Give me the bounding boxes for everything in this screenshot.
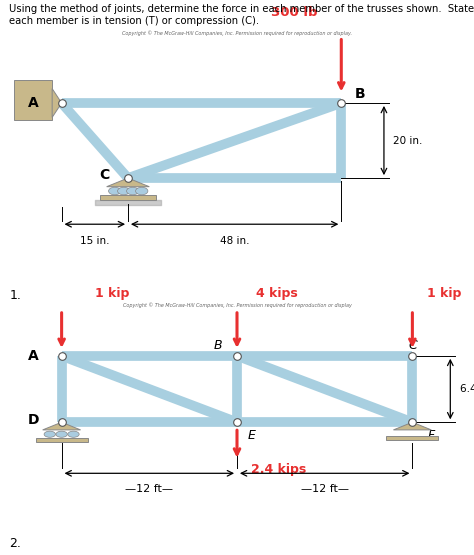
Circle shape — [44, 431, 55, 437]
Circle shape — [127, 187, 139, 195]
Text: B: B — [355, 87, 365, 102]
Text: A: A — [28, 96, 38, 110]
Polygon shape — [43, 422, 81, 430]
Text: A: A — [28, 349, 38, 363]
Text: Using the method of joints, determine the force in each member of the trusses sh: Using the method of joints, determine th… — [9, 4, 474, 14]
Polygon shape — [14, 80, 52, 120]
Circle shape — [68, 431, 79, 437]
Circle shape — [136, 187, 148, 195]
Text: 20 in.: 20 in. — [393, 135, 423, 145]
Polygon shape — [36, 438, 88, 442]
Text: —12 ft—: —12 ft— — [301, 483, 349, 493]
Polygon shape — [393, 422, 431, 430]
Text: Copyright © The McGraw-Hill Companies, Inc. Permission required for reproduction: Copyright © The McGraw-Hill Companies, I… — [123, 302, 351, 308]
Text: 1 kip: 1 kip — [427, 287, 461, 300]
Polygon shape — [52, 89, 62, 118]
Text: 1 kip: 1 kip — [95, 287, 129, 300]
Text: E: E — [247, 428, 255, 442]
Text: F: F — [428, 428, 435, 442]
Text: 2.: 2. — [9, 537, 21, 550]
Text: 2.4 kips: 2.4 kips — [251, 463, 307, 476]
Text: B: B — [214, 339, 222, 352]
Text: 1.: 1. — [9, 289, 21, 302]
Text: —12 ft—: —12 ft— — [125, 483, 173, 493]
Text: 6.4 ft: 6.4 ft — [460, 384, 474, 394]
Text: 15 in.: 15 in. — [80, 236, 109, 246]
Text: D: D — [27, 413, 39, 427]
Circle shape — [109, 187, 121, 195]
Polygon shape — [100, 195, 156, 200]
Circle shape — [56, 431, 67, 437]
Text: Copyright © The McGraw-Hill Companies, Inc. Permission required for reproduction: Copyright © The McGraw-Hill Companies, I… — [122, 31, 352, 37]
Circle shape — [118, 187, 130, 195]
Text: 48 in.: 48 in. — [220, 236, 249, 246]
Text: 4 kips: 4 kips — [256, 287, 298, 300]
Text: each member is in tension (T) or compression (C).: each member is in tension (T) or compres… — [9, 16, 260, 26]
Polygon shape — [107, 178, 149, 186]
Text: C: C — [99, 168, 109, 182]
Text: 300 lb: 300 lb — [271, 7, 317, 19]
Text: C: C — [408, 339, 417, 352]
Polygon shape — [386, 436, 438, 440]
